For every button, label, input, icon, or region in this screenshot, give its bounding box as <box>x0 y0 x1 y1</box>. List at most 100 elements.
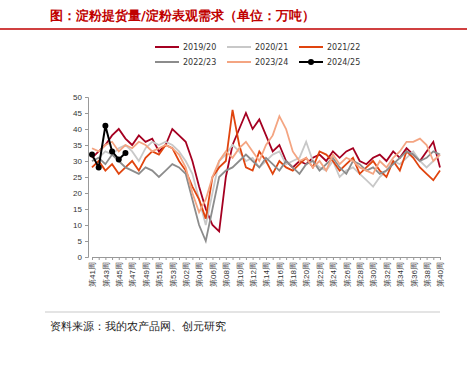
x-tick <box>326 257 327 260</box>
y-tick: 45 <box>73 109 88 118</box>
x-tick: 第26周 <box>343 257 352 287</box>
legend-item: 2023/24 <box>227 58 288 67</box>
x-tick: 第45周 <box>115 257 124 287</box>
x-tick-mark <box>413 257 414 260</box>
x-tick: 第51周 <box>155 257 164 287</box>
legend: 2019/202020/212021/222022/232023/242024/… <box>155 43 360 67</box>
x-tick-mark <box>273 257 274 260</box>
y-tick-mark <box>85 257 88 258</box>
x-tick-mark <box>353 257 354 260</box>
x-tick-mark <box>119 257 120 260</box>
x-tick <box>353 257 354 260</box>
x-tick-label: 第26周 <box>343 262 352 287</box>
x-tick <box>233 257 234 260</box>
x-tick: 第49周 <box>142 257 151 287</box>
series-marker <box>122 150 128 156</box>
x-tick-mark <box>433 257 434 260</box>
x-tick-mark <box>386 257 387 260</box>
x-tick <box>192 257 193 260</box>
legend-label: 2020/21 <box>255 43 288 52</box>
legend-swatch <box>299 46 323 48</box>
y-tick-label: 30 <box>73 157 82 166</box>
x-tick: 第28周 <box>356 257 365 287</box>
x-tick: 第43周 <box>102 257 111 287</box>
x-tick <box>407 257 408 260</box>
x-tick: 第22周 <box>316 257 325 287</box>
legend-swatch <box>155 46 179 48</box>
y-tick-label: 15 <box>73 205 82 214</box>
x-tick: 第20周 <box>302 257 311 287</box>
x-tick-label: 第06周 <box>209 262 218 287</box>
x-tick <box>366 257 367 260</box>
y-tick-label: 5 <box>78 237 83 246</box>
x-tick-mark <box>219 257 220 260</box>
x-tick-label: 第12周 <box>249 262 258 287</box>
x-tick: 第41周 <box>88 257 97 287</box>
x-tick-mark <box>393 257 394 260</box>
legend-label: 2021/22 <box>327 43 360 52</box>
y-tick: 0 <box>78 253 88 262</box>
title: 图：淀粉提货量/淀粉表观需求（单位：万吨） <box>50 8 315 23</box>
x-tick-mark <box>146 257 147 260</box>
y-tick-label: 20 <box>73 189 82 198</box>
x-tick-mark <box>105 257 106 260</box>
y-tick-label: 35 <box>73 141 82 150</box>
x-tick-mark <box>279 257 280 260</box>
x-tick <box>299 257 300 260</box>
x-tick-mark <box>420 257 421 260</box>
legend-item: 2021/22 <box>299 43 360 52</box>
x-tick-label: 第20周 <box>302 262 311 287</box>
x-tick <box>166 257 167 260</box>
series-marker <box>89 152 95 158</box>
y-tick-mark <box>85 161 88 162</box>
legend-item: 2024/25 <box>299 58 360 67</box>
y-tick: 10 <box>73 221 88 230</box>
x-tick-mark <box>166 257 167 260</box>
x-tick-label: 第36周 <box>410 262 419 287</box>
legend-label: 2023/24 <box>255 58 288 67</box>
x-tick: 第24周 <box>329 257 338 287</box>
x-axis: 第41周第43周第45周第47周第49周第51周第53周第02周第04周第06周… <box>88 257 445 287</box>
x-tick-mark <box>333 257 334 260</box>
x-tick: 第02周 <box>182 257 191 287</box>
x-tick-label: 第24周 <box>329 262 338 287</box>
legend-swatch <box>227 46 251 48</box>
x-tick: 第53周 <box>169 257 178 287</box>
x-tick: 第38周 <box>423 257 432 287</box>
x-tick-mark <box>360 257 361 260</box>
x-tick <box>259 257 260 260</box>
series-line <box>92 126 125 168</box>
x-tick-label: 第47周 <box>128 262 137 287</box>
x-tick-label: 第04周 <box>195 262 204 287</box>
x-tick-mark <box>172 257 173 260</box>
x-tick: 第16周 <box>276 257 285 287</box>
y-tick: 50 <box>73 93 88 102</box>
x-tick-label: 第51周 <box>155 262 164 287</box>
x-tick-mark <box>427 257 428 260</box>
y-tick: 35 <box>73 141 88 150</box>
x-tick <box>99 257 100 260</box>
y-tick: 25 <box>73 173 88 182</box>
title-rule <box>0 28 467 30</box>
x-tick-mark <box>299 257 300 260</box>
x-tick-mark <box>400 257 401 260</box>
series-line <box>92 116 440 212</box>
series-marker <box>109 148 115 154</box>
y-tick-mark <box>85 241 88 242</box>
x-tick-label: 第38周 <box>423 262 432 287</box>
y-tick: 20 <box>73 189 88 198</box>
x-tick: 第10周 <box>236 257 245 287</box>
x-tick: 第06周 <box>209 257 218 287</box>
x-tick <box>139 257 140 260</box>
x-tick-mark <box>440 257 441 260</box>
x-tick-label: 第40周 <box>436 262 445 287</box>
x-tick-mark <box>340 257 341 260</box>
y-tick-mark <box>85 145 88 146</box>
x-tick: 第32周 <box>383 257 392 287</box>
series-line <box>92 110 440 219</box>
x-tick-label: 第14周 <box>262 262 271 287</box>
x-tick-mark <box>139 257 140 260</box>
legend-item: 2022/23 <box>155 58 216 67</box>
y-tick-label: 40 <box>73 125 82 134</box>
x-tick-mark <box>179 257 180 260</box>
